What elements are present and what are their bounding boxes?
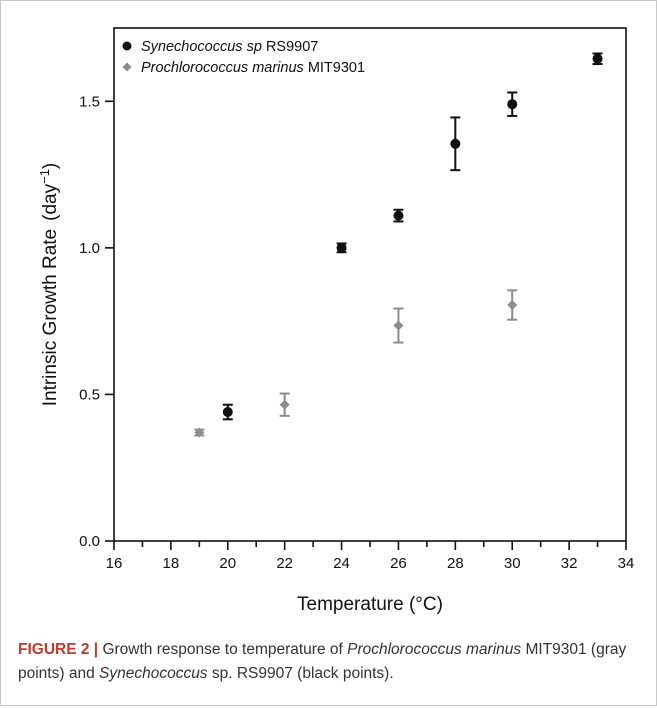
x-axis: 16 18 20 22 24 26 28 30 32 34 [106, 541, 635, 572]
legend-label: Synechococcus sp RS9907 [141, 39, 318, 55]
legend-label-rest: MIT9301 [304, 60, 365, 76]
prochlorococcus-point [279, 399, 290, 410]
growth-rate-chart: 16 18 20 22 24 26 28 30 32 34 0.0 0.5 1.0 1.5 Synech… [37, 27, 635, 615]
data-points [194, 52, 603, 438]
synechococcus-point [507, 99, 518, 110]
y-axis-label-text: Intrinsic Growth Rate [40, 229, 61, 406]
x-tick-label: 18 [163, 555, 180, 572]
y-tick-label: 0.0 [79, 533, 100, 550]
synechococcus-point [336, 242, 347, 253]
synechococcus-point [450, 138, 461, 149]
y-axis-label-unit: (day [40, 183, 61, 220]
y-axis-label-close: ) [40, 163, 61, 169]
x-tick-label: 34 [618, 555, 635, 572]
y-tick-label: 0.5 [79, 386, 100, 403]
caption-label: FIGURE 2 | [18, 641, 99, 658]
prochlorococcus-point [507, 300, 518, 311]
legend-label-italic: Prochlorococcus marinus [141, 60, 304, 76]
legend-label-rest: RS9907 [262, 39, 318, 55]
caption-text-1: Growth response to temperature of [98, 641, 348, 658]
caption-italic-2: Synechococcus [99, 665, 208, 682]
legend-label-italic: Synechococcus sp [141, 39, 262, 55]
x-axis-label: Temperature (°C) [297, 594, 443, 615]
y-tick-label: 1.0 [79, 240, 100, 257]
x-tick-label: 22 [276, 555, 293, 572]
x-tick-label: 30 [504, 555, 521, 572]
caption-text-2: MIT9301 (gray points) and [18, 641, 627, 682]
x-tick-label: 28 [447, 555, 464, 572]
synechococcus-point [592, 53, 603, 64]
figure-caption: FIGURE 2 | Growth response to temperatur… [18, 638, 643, 686]
y-axis-label-exponent: −1 [37, 169, 52, 184]
prochlorococcus-point [393, 320, 404, 331]
legend-circle-marker [122, 41, 132, 51]
legend-diamond-marker [122, 62, 132, 72]
legend: Synechococcus sp RS9907 Prochlorococcus m… [122, 39, 365, 76]
x-tick-label: 20 [219, 555, 236, 572]
prochlorococcus-point [194, 427, 205, 438]
caption-italic-1: Prochlorococcus marinus [347, 641, 522, 658]
caption-text-3: sp. RS9907 (black points). [207, 665, 394, 682]
x-tick-label: 32 [561, 555, 578, 572]
y-axis-label: Intrinsic Growth Rate (day−1) [37, 163, 62, 407]
plot-area [113, 27, 627, 542]
synechococcus-point [222, 407, 233, 418]
y-axis: 0.0 0.5 1.0 1.5 [79, 93, 114, 550]
x-tick-label: 26 [390, 555, 407, 572]
y-tick-label: 1.5 [79, 93, 100, 110]
synechococcus-point [393, 210, 404, 221]
x-tick-label: 16 [106, 555, 123, 572]
legend-label: Prochlorococcus marinus MIT9301 [141, 60, 365, 76]
x-tick-label: 24 [333, 555, 350, 572]
